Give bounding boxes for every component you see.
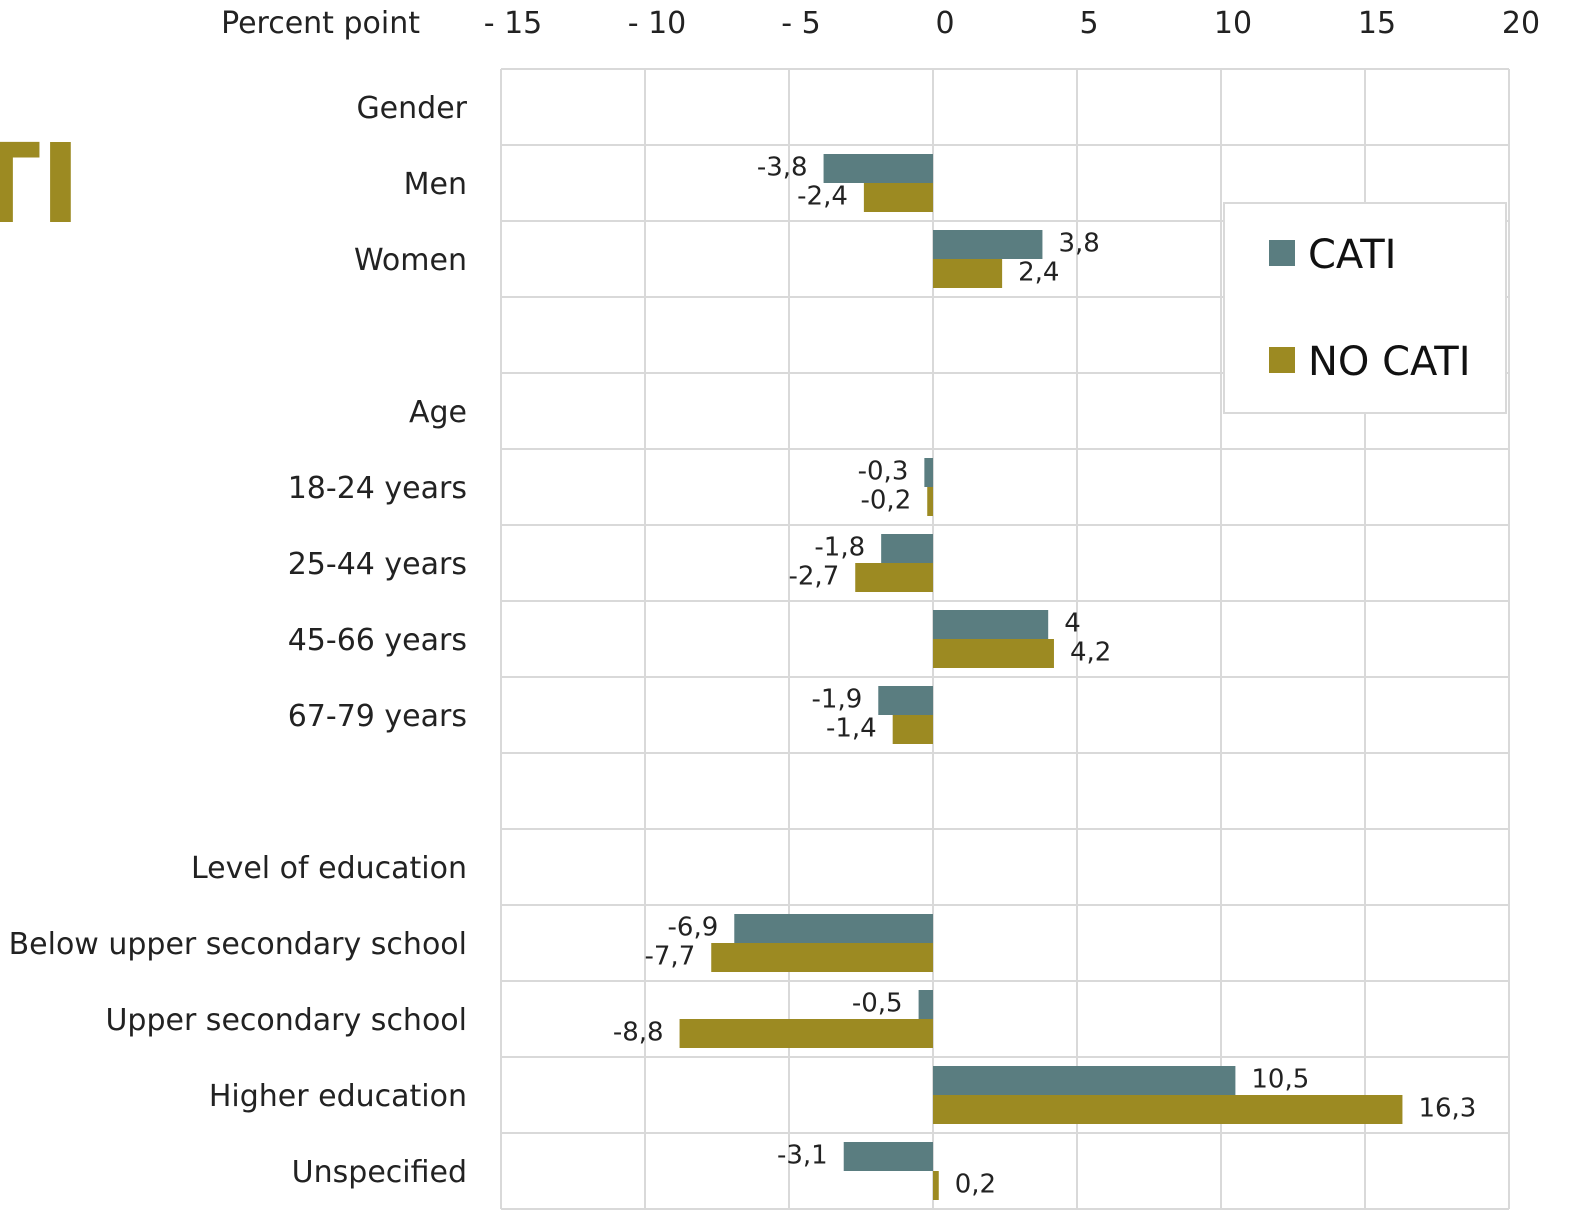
category-label: 25-44 years <box>288 547 467 582</box>
legend-label-cati: CATI <box>1308 232 1396 278</box>
category-label: Below upper secondary school <box>9 927 467 962</box>
data-label: -8,8 <box>613 1018 664 1048</box>
x-axis: Percent point - 15 - 10 - 5 0 5 10 15 20 <box>221 6 1540 41</box>
bar-cati <box>734 914 933 943</box>
bar-no-cati <box>855 563 933 592</box>
axis-title: Percent point <box>221 6 420 41</box>
data-label: -6,9 <box>668 913 719 943</box>
category-label: Age <box>409 395 467 430</box>
data-label: -3,1 <box>777 1141 828 1171</box>
legend-swatch-no-cati <box>1269 347 1295 373</box>
bar-cati <box>878 686 933 715</box>
bar-no-cati <box>863 183 933 212</box>
category-label: Gender <box>356 91 467 126</box>
legend-swatch-cati <box>1269 240 1295 266</box>
legend: CATI NO CATI <box>1223 202 1507 414</box>
bar-no-cati <box>933 639 1054 668</box>
category-labels: Gender Men Women Age 18-24 years 25-44 years 4… <box>9 91 468 1190</box>
data-label: 10,5 <box>1251 1065 1309 1095</box>
bar-cati <box>933 1066 1236 1095</box>
data-label: -7,7 <box>645 942 696 972</box>
bar-cati <box>933 610 1049 639</box>
x-tick-label: 5 <box>1079 6 1098 41</box>
category-label: Women <box>354 243 467 278</box>
data-label: -2,4 <box>797 182 848 212</box>
cut-off-title-fragment: TI <box>0 120 81 248</box>
x-tick-label: 15 <box>1358 6 1396 41</box>
x-tick-label: - 10 <box>628 6 687 41</box>
bar-cati <box>843 1142 933 1171</box>
legend-label-no-cati: NO CATI <box>1308 339 1471 385</box>
category-label: Unspecified <box>292 1155 467 1190</box>
bar-cati <box>924 458 933 487</box>
data-label: 2,4 <box>1018 258 1059 288</box>
bar-cati <box>933 230 1043 259</box>
category-label: 45-66 years <box>288 623 467 658</box>
bar-no-cati <box>927 487 933 516</box>
data-label: -0,2 <box>861 486 912 516</box>
data-label: 4,2 <box>1070 638 1111 668</box>
bar-no-cati <box>933 1095 1403 1124</box>
data-label: -2,7 <box>789 562 840 592</box>
data-label: -3,8 <box>757 153 808 183</box>
category-label: Level of education <box>191 851 467 886</box>
x-tick-label: 20 <box>1502 6 1540 41</box>
x-tick-label: 10 <box>1214 6 1252 41</box>
bar-cati <box>918 990 933 1019</box>
category-label: 67-79 years <box>288 699 467 734</box>
x-tick-label: - 15 <box>484 6 543 41</box>
legend-box <box>1223 202 1507 414</box>
category-label: Men <box>404 167 467 202</box>
bars <box>679 154 1403 1200</box>
category-label: 18-24 years <box>288 471 467 506</box>
bar-no-cati <box>933 259 1003 288</box>
bar-cati <box>823 154 933 183</box>
bar-cati <box>881 534 933 563</box>
data-label: -1,8 <box>814 533 865 563</box>
bar-no-cati <box>679 1019 933 1048</box>
data-label: -1,9 <box>812 685 863 715</box>
bar-no-cati <box>933 1171 939 1200</box>
data-label: 0,2 <box>955 1170 996 1200</box>
bar-no-cati <box>711 943 933 972</box>
data-label: 4 <box>1064 609 1081 639</box>
data-label: -0,3 <box>858 457 909 487</box>
category-label: Higher education <box>209 1079 467 1114</box>
x-tick-label: - 5 <box>781 6 820 41</box>
data-label: 3,8 <box>1058 229 1099 259</box>
data-label: -0,5 <box>852 989 903 1019</box>
data-label: -1,4 <box>826 714 877 744</box>
data-label: 16,3 <box>1418 1094 1476 1124</box>
data-labels: -3,8 3,8 -0,3 -1,8 4 -1,9 -6,9 -0,5 10,5 -3,1 -2,4… <box>613 153 1477 1200</box>
category-label: Upper secondary school <box>105 1003 467 1038</box>
bar-no-cati <box>892 715 933 744</box>
grid <box>500 68 1510 1210</box>
x-tick-label: 0 <box>935 6 954 41</box>
